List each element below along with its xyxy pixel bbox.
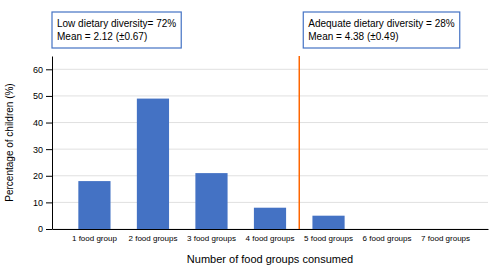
y-tick: 30 bbox=[33, 145, 52, 155]
x-tick-label: 7 food groups bbox=[421, 234, 470, 243]
bar bbox=[254, 208, 286, 229]
y-tick-mark bbox=[46, 176, 52, 177]
grid-line bbox=[52, 69, 488, 70]
x-tick: 1 food group bbox=[72, 234, 117, 243]
annotation-text: Mean = 2.12 (±0.67) bbox=[57, 31, 147, 42]
x-tick: 7 food groups bbox=[421, 234, 470, 243]
x-tick: 4 food groups bbox=[246, 234, 295, 243]
grid bbox=[52, 69, 488, 229]
y-tick-mark bbox=[46, 69, 52, 70]
y-axis-title: Percentage of children (%) bbox=[4, 83, 15, 201]
y-tick: 60 bbox=[33, 65, 52, 75]
y-tick-mark bbox=[46, 229, 52, 230]
bar bbox=[78, 181, 110, 229]
y-tick-label: 40 bbox=[33, 118, 43, 128]
x-tick-label: 1 food group bbox=[72, 234, 117, 243]
grid-line bbox=[52, 202, 488, 203]
bar bbox=[429, 229, 461, 230]
y-tick: 40 bbox=[33, 118, 52, 128]
y-tick-mark bbox=[46, 202, 52, 203]
annotation-box: Low dietary diversity= 72% Mean = 2.12 (±… bbox=[52, 12, 181, 48]
y-tick: 50 bbox=[33, 91, 52, 101]
y-tick: 20 bbox=[33, 171, 52, 181]
y-tick-mark bbox=[46, 96, 52, 97]
bar bbox=[137, 99, 169, 229]
x-tick: 6 food groups bbox=[363, 234, 412, 243]
y-tick-label: 60 bbox=[33, 65, 43, 75]
y-tick-label: 50 bbox=[33, 91, 43, 101]
annotation-text: Mean = 4.38 (±0.49) bbox=[308, 31, 398, 42]
x-tick-label: 4 food groups bbox=[246, 234, 295, 243]
y-tick-label: 10 bbox=[33, 198, 43, 208]
grid-line bbox=[52, 122, 488, 123]
y-tick-mark bbox=[46, 123, 52, 124]
grid-line bbox=[52, 95, 488, 96]
y-tick: 0 bbox=[38, 224, 52, 234]
bar bbox=[195, 173, 227, 229]
x-tick-label: 3 food groups bbox=[187, 234, 236, 243]
plot: 1 food group 2 food groups 3 food groups 4 … bbox=[33, 56, 489, 243]
y-axis-line bbox=[52, 57, 53, 230]
marks bbox=[78, 56, 344, 229]
annotation-box: Adequate dietary diversity = 28% Mean = 4… bbox=[303, 12, 459, 48]
y-tick-label: 20 bbox=[33, 171, 43, 181]
x-tick-label: 6 food groups bbox=[363, 234, 412, 243]
divider-line bbox=[299, 56, 301, 229]
grid-line bbox=[52, 149, 488, 150]
annotation-frame bbox=[52, 12, 181, 48]
annotation-text: Adequate dietary diversity = 28% bbox=[308, 18, 455, 29]
x-tick-label: 2 food groups bbox=[128, 234, 177, 243]
x-axis-title: Number of food groups consumed bbox=[187, 253, 353, 265]
x-tick: 5 food groups bbox=[304, 234, 353, 243]
chart: 1 food group 2 food groups 3 food groups 4 … bbox=[0, 0, 500, 269]
x-axis-line bbox=[53, 229, 489, 230]
x-tick: 3 food groups bbox=[187, 234, 236, 243]
annotation-text: Low dietary diversity= 72% bbox=[57, 18, 176, 29]
annotation-frame bbox=[303, 12, 459, 48]
y-tick-label: 0 bbox=[38, 224, 43, 234]
x-tick-label: 5 food groups bbox=[304, 234, 353, 243]
bar bbox=[312, 216, 344, 229]
grid-line bbox=[52, 175, 488, 176]
bar bbox=[371, 229, 403, 230]
x-axis: 1 food group 2 food groups 3 food groups 4 … bbox=[53, 230, 489, 243]
y-axis: 0 10 20 30 40 50 60 bbox=[33, 57, 53, 235]
y-tick-mark bbox=[46, 149, 52, 150]
y-tick: 10 bbox=[33, 198, 52, 208]
y-tick-label: 30 bbox=[33, 145, 43, 155]
x-tick: 2 food groups bbox=[128, 234, 177, 243]
